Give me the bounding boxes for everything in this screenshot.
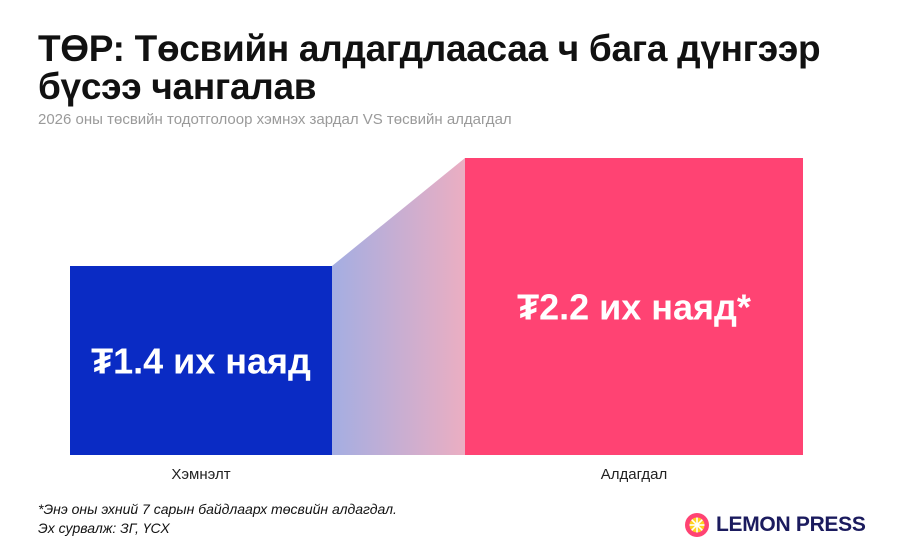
lemon-press-logo: LEMON PRESS <box>684 512 866 538</box>
footnote-source: Эх сурвалж: ЗГ, ҮСХ <box>38 520 170 536</box>
chart-subtitle: 2026 оны төсвийн тодотголоор хэмнэх зард… <box>38 111 512 128</box>
lemon-icon <box>685 513 709 537</box>
data-label-2: ₮2.2 их наяд* <box>517 287 751 328</box>
brand-name: LEMON PRESS <box>716 513 866 536</box>
category-label-2: Алдагдал <box>601 466 668 483</box>
bar-1 <box>70 266 332 455</box>
footnote-note: *Энэ оны эхний 7 сарын байдлаарх төсвийн… <box>38 501 397 517</box>
bar-chart: ₮1.4 их наяд Хэмнэлт ₮2.2 их наяд* Алдагдал <box>70 158 803 483</box>
category-label-1: Хэмнэлт <box>171 466 230 483</box>
bar-2 <box>465 158 803 455</box>
chart-title: ТӨР: Төсвийн алдагдлаасаа ч бага дүнгээр… <box>38 28 821 107</box>
data-label-1: ₮1.4 их наяд <box>91 341 311 382</box>
bar-connector <box>332 158 465 455</box>
footnote: *Энэ оны эхний 7 сарын байдлаарх төсвийн… <box>38 500 397 538</box>
